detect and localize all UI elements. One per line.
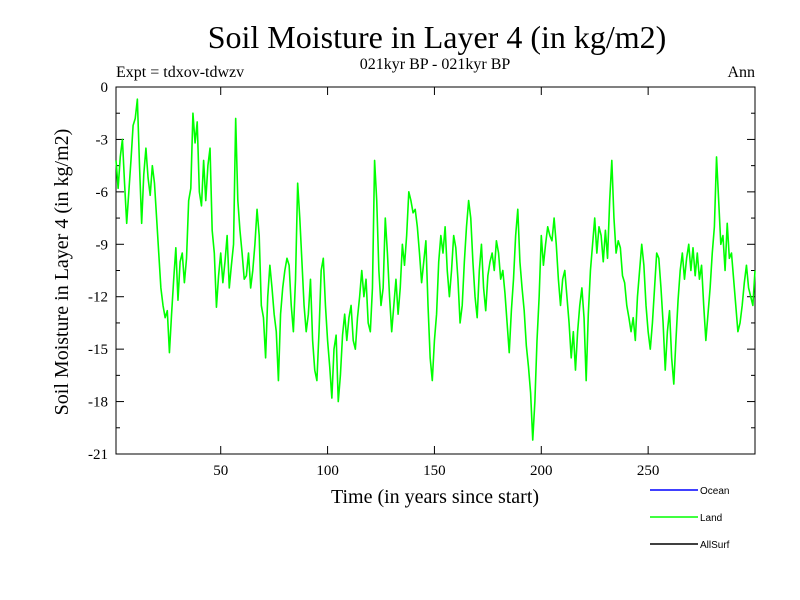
y-tick-label: -6: [96, 185, 109, 201]
y-tick-label: -18: [88, 395, 108, 411]
x-tick-label: 100: [316, 463, 339, 479]
chart-subtitle: 021kyr BP - 021kyr BP: [360, 56, 511, 73]
x-axis-label: Time (in years since start): [331, 486, 539, 508]
y-tick-label: -21: [88, 447, 108, 463]
x-axis-ticks: 50 100 150 200 250: [213, 87, 659, 479]
season-note: Ann: [727, 64, 755, 81]
legend-label-allsurf: AllSurf: [700, 540, 730, 551]
x-tick-label: 200: [530, 463, 553, 479]
x-tick-label: 250: [637, 463, 660, 479]
y-axis-label: Soil Moisture in Layer 4 (in kg/m2): [51, 129, 73, 416]
y-tick-label: -9: [96, 237, 109, 253]
series-line-land: [115, 98, 756, 441]
x-tick-label: 50: [213, 463, 228, 479]
plot-area: 50 100 150 200 250 0 -3 -6 -9 -12 -15 -18 -21: [88, 80, 756, 479]
y-tick-label: -3: [96, 132, 109, 148]
x-tick-label: 150: [423, 463, 446, 479]
legend-label-ocean: Ocean: [700, 486, 729, 497]
y-tick-label: -15: [88, 342, 108, 358]
experiment-note: Expt = tdxov-tdwzv: [116, 64, 244, 81]
legend-label-land: Land: [700, 513, 722, 524]
series-layer: [115, 98, 756, 441]
chart-title: Soil Moisture in Layer 4 (in kg/m2): [208, 19, 667, 55]
y-tick-label: 0: [101, 80, 109, 96]
y-tick-label: -12: [88, 290, 108, 306]
legend: Ocean Land AllSurf: [650, 486, 730, 551]
y-axis-ticks: 0 -3 -6 -9 -12 -15 -18 -21: [88, 80, 755, 463]
